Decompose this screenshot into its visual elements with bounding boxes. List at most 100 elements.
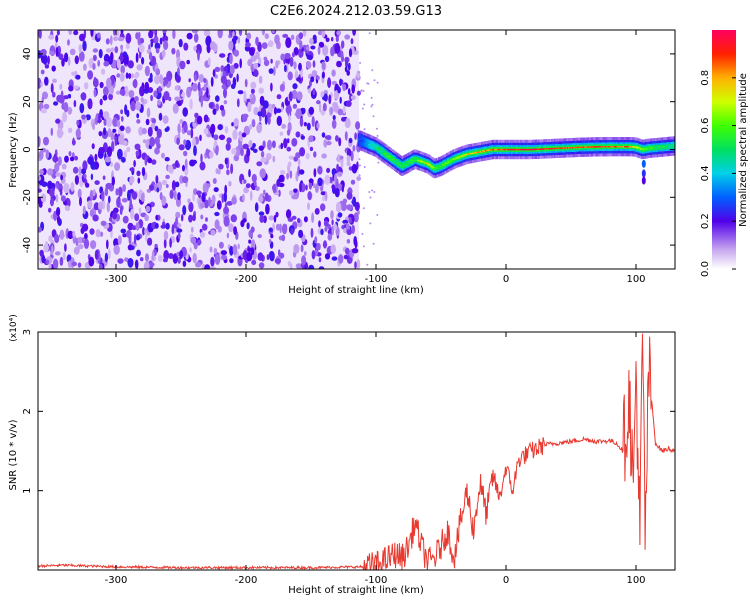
spectrogram-cell <box>82 160 88 171</box>
signal-track-cell <box>641 169 646 178</box>
spectrogram-cell <box>199 231 206 238</box>
spectrogram-cell <box>223 100 228 105</box>
spectrogram-cell <box>264 33 269 40</box>
spectrogram-cell <box>135 101 142 111</box>
spectrogram-cell <box>215 95 220 102</box>
spectrogram-cell <box>182 260 187 268</box>
spectrogram-cell <box>87 156 94 165</box>
spectrogram-cell <box>215 145 219 156</box>
spectrogram-cell <box>228 40 234 51</box>
spectrogram-cell <box>150 94 154 102</box>
spectrogram-cell <box>205 148 210 156</box>
spectrogram-cell <box>274 34 280 45</box>
spectrogram-cell <box>163 238 167 249</box>
spectrogram-cell <box>297 158 301 167</box>
spectrogram-cell <box>276 94 282 100</box>
spectrogram-cell <box>271 103 276 109</box>
spectrogram-cell <box>187 198 191 204</box>
spectrogram-cell <box>124 257 129 262</box>
spectrogram-cell <box>103 127 107 136</box>
spectrogram-cell <box>117 36 125 42</box>
spectrogram-cell <box>258 195 264 203</box>
spectrogram-cell <box>317 45 321 56</box>
spectrogram-cell <box>233 118 239 127</box>
spectrogram-cell <box>146 107 151 118</box>
spectrogram-cell <box>291 138 298 147</box>
spectrogram-cell <box>67 230 74 240</box>
spectrogram-cell <box>340 202 347 212</box>
spectrogram-cell <box>285 105 292 115</box>
spectrogram-cell <box>101 190 105 202</box>
spectrogram-cell <box>82 223 89 232</box>
spectrogram-cell <box>247 101 252 113</box>
spectrogram-cell <box>190 237 197 244</box>
signal-track-cell <box>382 152 386 154</box>
spectrogram-cell <box>89 228 95 235</box>
spectrogram-cell <box>40 108 47 114</box>
spectrogram-cell <box>77 236 84 244</box>
spectrogram-cell <box>179 89 183 95</box>
colorbar-label: Normalized spectral amplitude <box>738 73 749 227</box>
spectrogram-cell <box>57 156 62 166</box>
spectrogram-cell <box>77 262 82 268</box>
spectrogram-cell <box>153 35 159 44</box>
spectrogram-cell <box>154 222 159 229</box>
spectrogram-cell <box>287 71 293 81</box>
spectrogram-cell <box>63 102 69 113</box>
spectrogram-cell <box>290 34 295 40</box>
spectrogram-cell <box>263 56 268 62</box>
spectrogram-cell <box>309 146 314 152</box>
spectrogram-cell <box>346 100 352 107</box>
spectrogram-cell <box>149 72 153 81</box>
spectrogram-cell <box>199 161 206 171</box>
spectrogram-cell <box>130 100 136 112</box>
spectrogram-cell <box>56 182 59 190</box>
spectrogram-cell <box>347 62 351 71</box>
spectrogram-cell <box>193 33 199 43</box>
x-tick-label: 100 <box>626 575 645 586</box>
signal-track-cell <box>386 155 390 157</box>
y-tick-label: 3 <box>22 329 33 335</box>
spectrogram-cell <box>334 188 340 198</box>
spectrogram-cell <box>250 55 257 62</box>
spectrogram-cell <box>88 256 95 267</box>
spectrogram-cell <box>59 83 63 90</box>
spectrogram-cell <box>362 90 365 92</box>
spectrogram-cell <box>184 165 189 176</box>
spectrogram-cell <box>92 189 96 197</box>
signal-track-cell <box>405 162 409 164</box>
spectrogram-cell <box>346 192 353 200</box>
spectrogram-cell <box>271 30 275 34</box>
spectrogram-cell <box>299 169 305 175</box>
spectrogram-cell <box>144 65 150 77</box>
spectrogram-cell <box>203 127 209 135</box>
spectrogram-cell <box>55 172 62 177</box>
spectrogram-cell <box>186 59 190 65</box>
spectrogram-cell <box>208 196 211 206</box>
spectrogram-cell <box>320 91 325 98</box>
spectrogram-cell <box>162 258 168 263</box>
spectrogram-cell <box>270 58 273 64</box>
spectrogram-cell <box>323 89 328 95</box>
spectrogram-cell <box>175 74 181 83</box>
spectrogram-cell <box>259 114 262 123</box>
spectrogram-cell <box>79 196 82 207</box>
signal-track-cell <box>388 157 392 159</box>
spectrogram-cell <box>58 95 65 104</box>
spectrogram-cell <box>250 239 256 251</box>
spectrogram-cell <box>174 96 181 102</box>
spectrogram-cell <box>128 73 132 79</box>
spectrogram-cell <box>275 60 279 69</box>
spectrogram-cell <box>136 113 140 119</box>
spectrogram-cell <box>184 158 188 170</box>
spectrogram-cell <box>331 219 334 226</box>
spectrogram-cell <box>116 197 121 208</box>
spectrogram-cell <box>213 134 219 141</box>
spectrogram-cell <box>230 214 237 223</box>
spectrogram-cell <box>118 186 123 197</box>
spectrogram-cell <box>142 139 147 144</box>
spectrogram-cell <box>56 30 60 36</box>
spectrogram-cell <box>321 153 327 159</box>
spectrogram-cell <box>358 158 361 161</box>
spectrogram-cell <box>188 78 191 83</box>
